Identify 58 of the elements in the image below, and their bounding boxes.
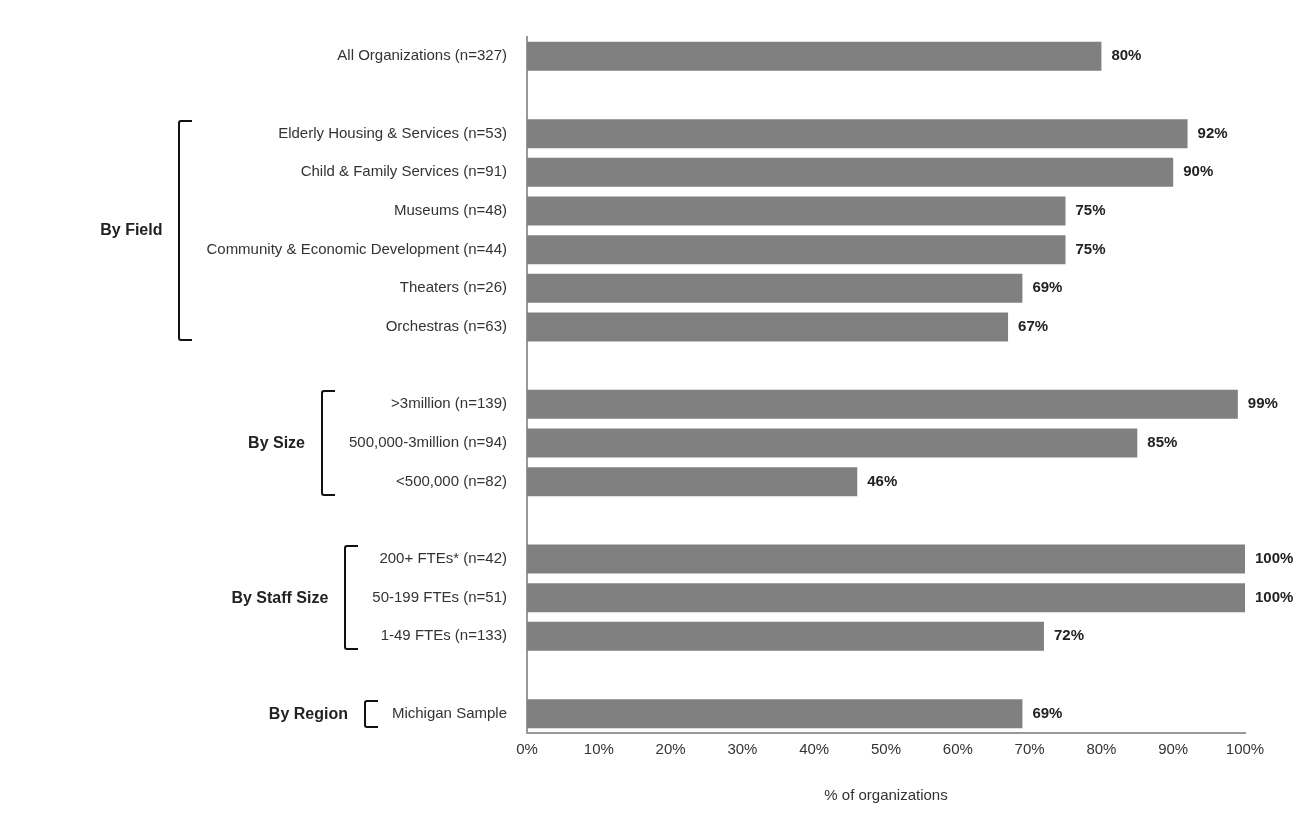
y-tick-label: Theaters (n=26) [399,278,507,296]
bar [527,157,1174,187]
bar [527,41,1102,71]
y-tick-label: Michigan Sample [391,703,507,721]
text: By Field [100,220,163,241]
y-tick-label: 200+ FTEs* (n=42) [379,549,507,567]
data-label: 92% [1197,123,1228,141]
y-tick-label: 50-199 FTEs (n=51) [372,587,507,605]
bar [527,621,1044,651]
data-label: 72% [1053,626,1084,644]
bar [527,119,1188,149]
data-label: 67% [1018,317,1049,335]
data-label: 75% [1075,201,1106,219]
data-label: 100% [1255,587,1294,605]
x-tick-label: 20% [655,740,686,758]
x-tick-label: 80% [1086,740,1117,758]
text: By Staff Size [231,587,329,608]
data-label: 69% [1032,703,1063,721]
y-tick-label: >3million (n=139) [391,394,507,412]
y-tick-label: All Organizations (n=327) [337,46,507,64]
bar [527,699,1023,729]
x-tick-label: 0% [516,740,538,758]
y-tick-label: Child & Family Services (n=91) [300,162,507,180]
data-label: 46% [867,471,898,489]
bar [527,544,1245,574]
y-tick-label: <500,000 (n=82) [396,471,507,489]
bar [527,467,858,497]
y-tick-label: 500,000-3million (n=94) [348,433,507,451]
y-tick-label: Museums (n=48) [394,201,507,219]
bar [527,389,1238,419]
data-label: 100% [1255,549,1294,567]
data-label: 80% [1111,46,1142,64]
x-axis-title: % of organizations [824,786,948,804]
x-tick-label: 60% [942,740,973,758]
x-tick-label: 50% [870,740,902,758]
x-tick-label: 10% [583,740,614,758]
data-label: 69% [1032,278,1063,296]
bar [527,428,1138,458]
bar [527,273,1023,303]
bar [527,583,1245,613]
data-label: 75% [1075,239,1106,257]
y-tick-label: Orchestras (n=63) [385,317,507,335]
text: By Region [268,703,348,724]
x-tick-label: 90% [1158,740,1189,758]
y-tick-label: Community & Economic Development (n=44) [206,239,507,257]
x-tick-label: 40% [799,740,830,758]
data-label: 99% [1247,394,1278,412]
bar [527,312,1009,342]
y-tick-label: 1-49 FTEs (n=133) [380,626,507,644]
x-tick-label: 100% [1225,740,1265,758]
bar [527,235,1066,265]
bar [527,196,1066,226]
x-tick-label: 30% [727,740,758,758]
text: By Size [248,433,305,453]
data-label: 85% [1147,433,1178,451]
x-tick-label: 70% [1014,740,1045,758]
y-tick-label: Elderly Housing & Services (n=53) [278,123,507,141]
data-label: 90% [1183,162,1214,180]
